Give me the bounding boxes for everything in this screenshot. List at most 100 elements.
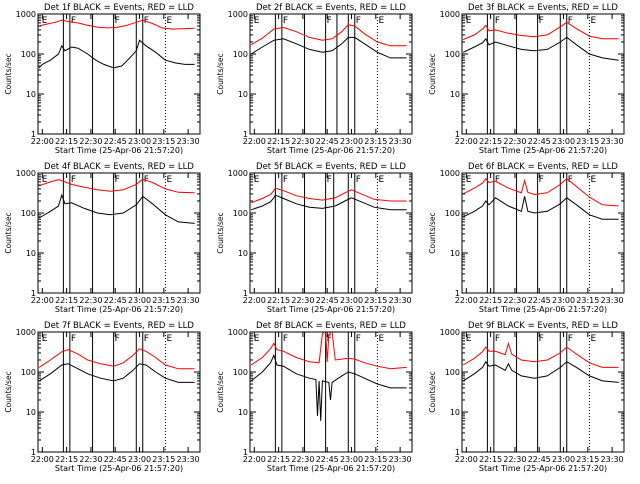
x-tick-label: 23:30 <box>389 455 412 464</box>
series-lld <box>38 348 195 370</box>
series-lld <box>250 24 407 47</box>
y-tick-label: 100 <box>233 50 248 59</box>
x-tick-label: 22:15 <box>55 296 78 305</box>
y-tick-label: 10 <box>26 90 36 99</box>
series-lld <box>462 21 619 40</box>
x-tick-label: 22:30 <box>79 296 102 305</box>
panel-det-6: E F F F E 1 10 100 1000 22:00 22:15 22:30 22:45 23:00… <box>428 162 625 314</box>
y-tick-label: 10 <box>450 249 460 258</box>
panel-title: Det 8f BLACK = Events, RED = LLD <box>256 321 406 331</box>
y-axis-label: Counts/sec <box>216 53 225 94</box>
event-label: F <box>71 16 76 26</box>
x-tick-label: 22:30 <box>291 296 314 305</box>
x-tick-label: 22:45 <box>528 296 551 305</box>
event-label: E <box>254 175 260 185</box>
event-label: E <box>254 16 260 26</box>
event-label: E <box>378 334 384 344</box>
series-events <box>38 193 195 224</box>
y-tick-label: 1000 <box>16 169 36 178</box>
series-events <box>250 194 407 211</box>
y-tick-label: 1 <box>243 448 248 457</box>
x-tick-label: 22:45 <box>528 455 551 464</box>
panel-title: Det 4f BLACK = Events, RED = LLD <box>44 162 194 172</box>
x-tick-label: 22:30 <box>79 455 102 464</box>
x-tick-label: 23:15 <box>364 296 387 305</box>
event-label: F <box>495 334 500 344</box>
x-axis-label: Start Time (25-Apr-06 21:57:20) <box>479 464 607 473</box>
plot-frame <box>37 172 201 294</box>
series-lld <box>250 187 407 204</box>
x-tick-label: 22:00 <box>243 137 266 146</box>
panel-det-2: E F F F E 1 10 100 1000 22:00 22:15 22:30 22:45 23:00… <box>216 3 413 155</box>
y-tick-label: 1 <box>31 289 36 298</box>
y-tick-label: 1 <box>243 130 248 139</box>
x-tick-label: 22:15 <box>267 137 290 146</box>
x-tick-label: 23:15 <box>576 296 599 305</box>
x-tick-label: 22:15 <box>479 455 502 464</box>
panel-det-7: E F F F E 1 10 100 1000 22:00 22:15 22:30 22:45 23:00… <box>4 321 201 473</box>
x-tick-label: 22:30 <box>503 296 526 305</box>
y-tick-label: 1 <box>243 289 248 298</box>
event-label: F <box>115 334 120 344</box>
x-tick-label: 22:15 <box>55 455 78 464</box>
plot-frame <box>37 331 201 453</box>
plot-frame <box>37 13 201 135</box>
x-tick-label: 22:30 <box>503 137 526 146</box>
x-tick-label: 22:00 <box>455 296 478 305</box>
series-events <box>462 196 619 220</box>
x-tick-label: 22:00 <box>243 455 266 464</box>
event-label: F <box>495 16 500 26</box>
y-tick-label: 10 <box>238 249 248 258</box>
y-axis-label: Counts/sec <box>216 212 225 253</box>
plot-frame <box>461 13 625 135</box>
event-label: E <box>42 334 48 344</box>
y-tick-label: 100 <box>233 209 248 218</box>
x-tick-label: 22:15 <box>267 455 290 464</box>
x-axis-label: Start Time (25-Apr-06 21:57:20) <box>55 146 183 155</box>
x-tick-label: 23:30 <box>177 455 200 464</box>
x-axis-label: Start Time (25-Apr-06 21:57:20) <box>55 464 183 473</box>
x-tick-label: 23:30 <box>601 455 624 464</box>
event-label: F <box>71 334 76 344</box>
x-tick-label: 23:15 <box>576 455 599 464</box>
y-tick-label: 10 <box>26 408 36 417</box>
plot-frame <box>249 13 413 135</box>
y-tick-label: 100 <box>445 209 460 218</box>
event-label: F <box>327 16 332 26</box>
y-tick-label: 1000 <box>440 169 460 178</box>
series-lld <box>38 19 195 30</box>
event-label: F <box>327 334 332 344</box>
event-label: E <box>466 334 472 344</box>
event-label: F <box>568 16 573 26</box>
event-label: E <box>254 334 260 344</box>
panel-title: Det 3f BLACK = Events, RED = LLD <box>468 3 618 13</box>
event-label: F <box>283 175 288 185</box>
y-axis-label: Counts/sec <box>216 371 225 412</box>
x-tick-label: 23:15 <box>152 296 175 305</box>
x-tick-label: 23:30 <box>601 137 624 146</box>
event-label: F <box>539 334 544 344</box>
event-label: E <box>42 16 48 26</box>
x-tick-label: 23:30 <box>389 296 412 305</box>
series-events <box>462 360 619 383</box>
y-tick-label: 1 <box>455 448 460 457</box>
event-label: E <box>166 334 172 344</box>
y-axis-label: Counts/sec <box>4 53 13 94</box>
event-label: F <box>115 16 120 26</box>
x-axis-label: Start Time (25-Apr-06 21:57:20) <box>479 305 607 314</box>
panel-title: Det 5f BLACK = Events, RED = LLD <box>256 162 406 172</box>
event-label: F <box>327 175 332 185</box>
panel-det-5: E F F F E 1 10 100 1000 22:00 22:15 22:30 22:45 23:00… <box>216 162 413 314</box>
series-events <box>250 354 407 421</box>
y-tick-label: 1 <box>455 130 460 139</box>
x-tick-label: 22:45 <box>104 455 127 464</box>
x-tick-label: 23:00 <box>552 296 575 305</box>
x-tick-label: 23:00 <box>552 455 575 464</box>
series-lld <box>462 341 619 368</box>
series-lld <box>38 178 195 194</box>
x-tick-label: 23:15 <box>152 137 175 146</box>
event-label: E <box>466 16 472 26</box>
